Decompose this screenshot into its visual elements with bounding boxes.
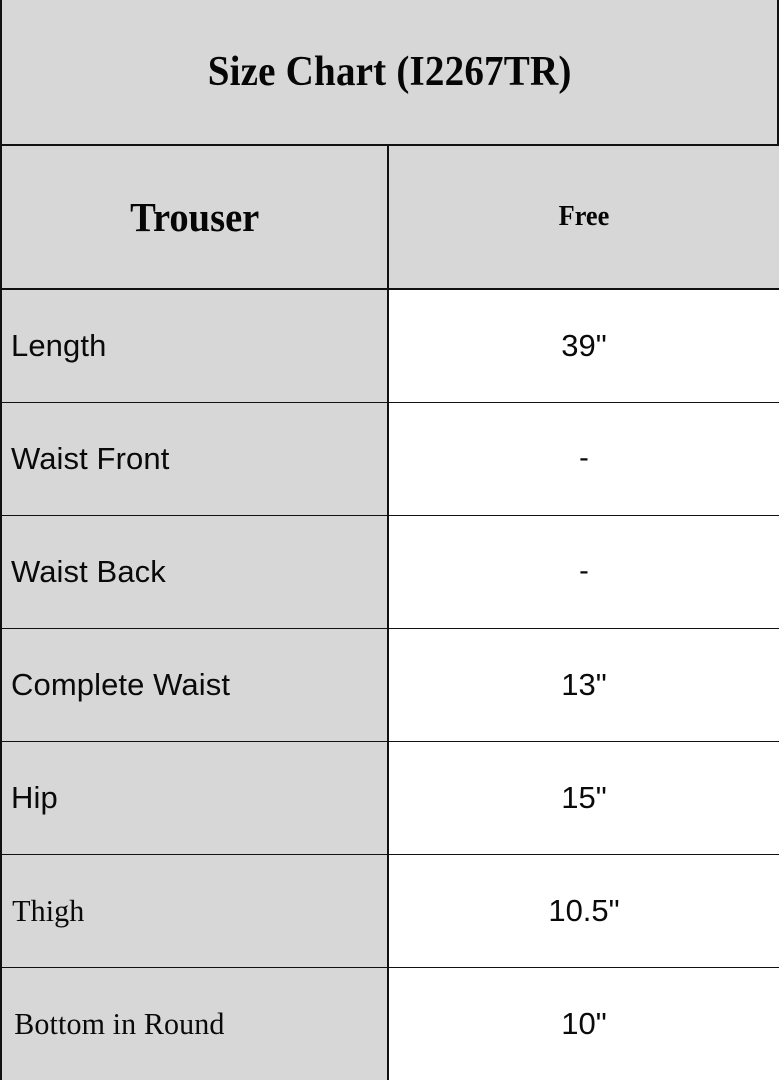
measurement-name: Complete Waist — [11, 666, 231, 702]
measurement-value-cell: 13" — [388, 628, 779, 742]
measurement-name-cell: Length — [2, 288, 389, 403]
measurement-value-cell: 15" — [388, 741, 779, 855]
measurement-name: Waist Back — [11, 553, 166, 589]
measurement-name: Hip — [11, 779, 58, 815]
chart-title-band: Size Chart (I2267TR) — [2, 0, 777, 146]
table-row: Waist Front - — [2, 402, 779, 516]
measurement-name-cell: Waist Front — [2, 402, 389, 516]
table-row: Length 39" — [2, 288, 779, 403]
column-header-free: Free — [388, 146, 779, 290]
measurement-name-cell: Waist Back — [2, 515, 389, 629]
table-header-row: Trouser Free — [2, 146, 779, 290]
measurement-value-cell: 10.5" — [388, 854, 779, 968]
table-row: Waist Back - — [2, 515, 779, 629]
table-row: Hip 15" — [2, 741, 779, 855]
size-chart-table: Trouser Free Length 39" Waist Front — [2, 146, 779, 1080]
measurement-value: 13" — [561, 666, 607, 702]
measurement-value: 39" — [561, 327, 607, 363]
page-title: Size Chart (I2267TR) — [207, 49, 572, 95]
measurement-name-cell: Complete Waist — [2, 628, 389, 742]
measurement-name-cell: Hip — [2, 741, 389, 855]
measurement-value-cell: - — [388, 402, 779, 516]
measurement-value-cell: 10" — [388, 967, 779, 1080]
table-body: Length 39" Waist Front - Waist Back — [2, 288, 779, 1080]
column-header-free-label: Free — [558, 201, 610, 232]
measurement-name-cell: Thigh — [2, 854, 389, 968]
measurement-value: 10" — [561, 1005, 607, 1041]
measurement-name: Waist Front — [11, 440, 170, 476]
column-header-trouser: Trouser — [2, 146, 389, 290]
measurement-name-cell: Bottom in Round — [2, 967, 389, 1080]
measurement-value-cell: - — [388, 515, 779, 629]
measurement-value: 10.5" — [548, 892, 620, 928]
column-header-trouser-label: Trouser — [129, 193, 260, 240]
table-row: Thigh 10.5" — [2, 854, 779, 968]
measurement-name: Thigh — [12, 892, 85, 928]
measurement-name: Length — [11, 327, 107, 363]
table-row: Bottom in Round 10" — [2, 967, 779, 1080]
table-row: Complete Waist 13" — [2, 628, 779, 742]
measurement-value: 15" — [561, 779, 607, 815]
measurement-value-cell: 39" — [388, 288, 779, 403]
measurement-name: Bottom in Round — [14, 1005, 225, 1041]
measurement-value: - — [579, 555, 589, 588]
measurement-value: - — [579, 442, 589, 475]
